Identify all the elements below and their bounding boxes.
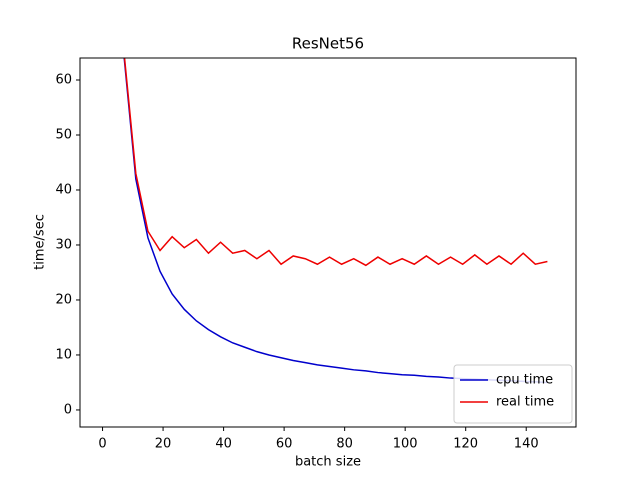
plot-frame [79,57,577,428]
legend-label: real time [496,395,554,410]
x-tick-label: 140 [514,437,539,452]
series-line [123,58,548,267]
y-tick-label: 0 [64,402,72,417]
y-tick-label: 50 [55,127,72,142]
y-tick-label: 20 [55,292,72,307]
y-tick-label: 40 [55,182,72,197]
x-tick-label: 100 [393,437,418,452]
x-tick-label: 60 [276,437,293,452]
chart-title: ResNet56 [292,35,364,53]
x-tick-label: 80 [336,437,353,452]
y-axis-label: time/sec [33,214,48,270]
y-tick-label: 10 [55,347,72,362]
x-tick-label: 120 [453,437,478,452]
x-tick-label: 20 [155,437,172,452]
x-tick-label: 40 [215,437,232,452]
y-tick-label: 60 [55,72,72,87]
y-tick-label: 30 [55,237,72,252]
legend-label: cpu time [496,373,553,388]
x-tick-label: 0 [98,437,106,452]
x-axis-label: batch size [295,455,361,470]
